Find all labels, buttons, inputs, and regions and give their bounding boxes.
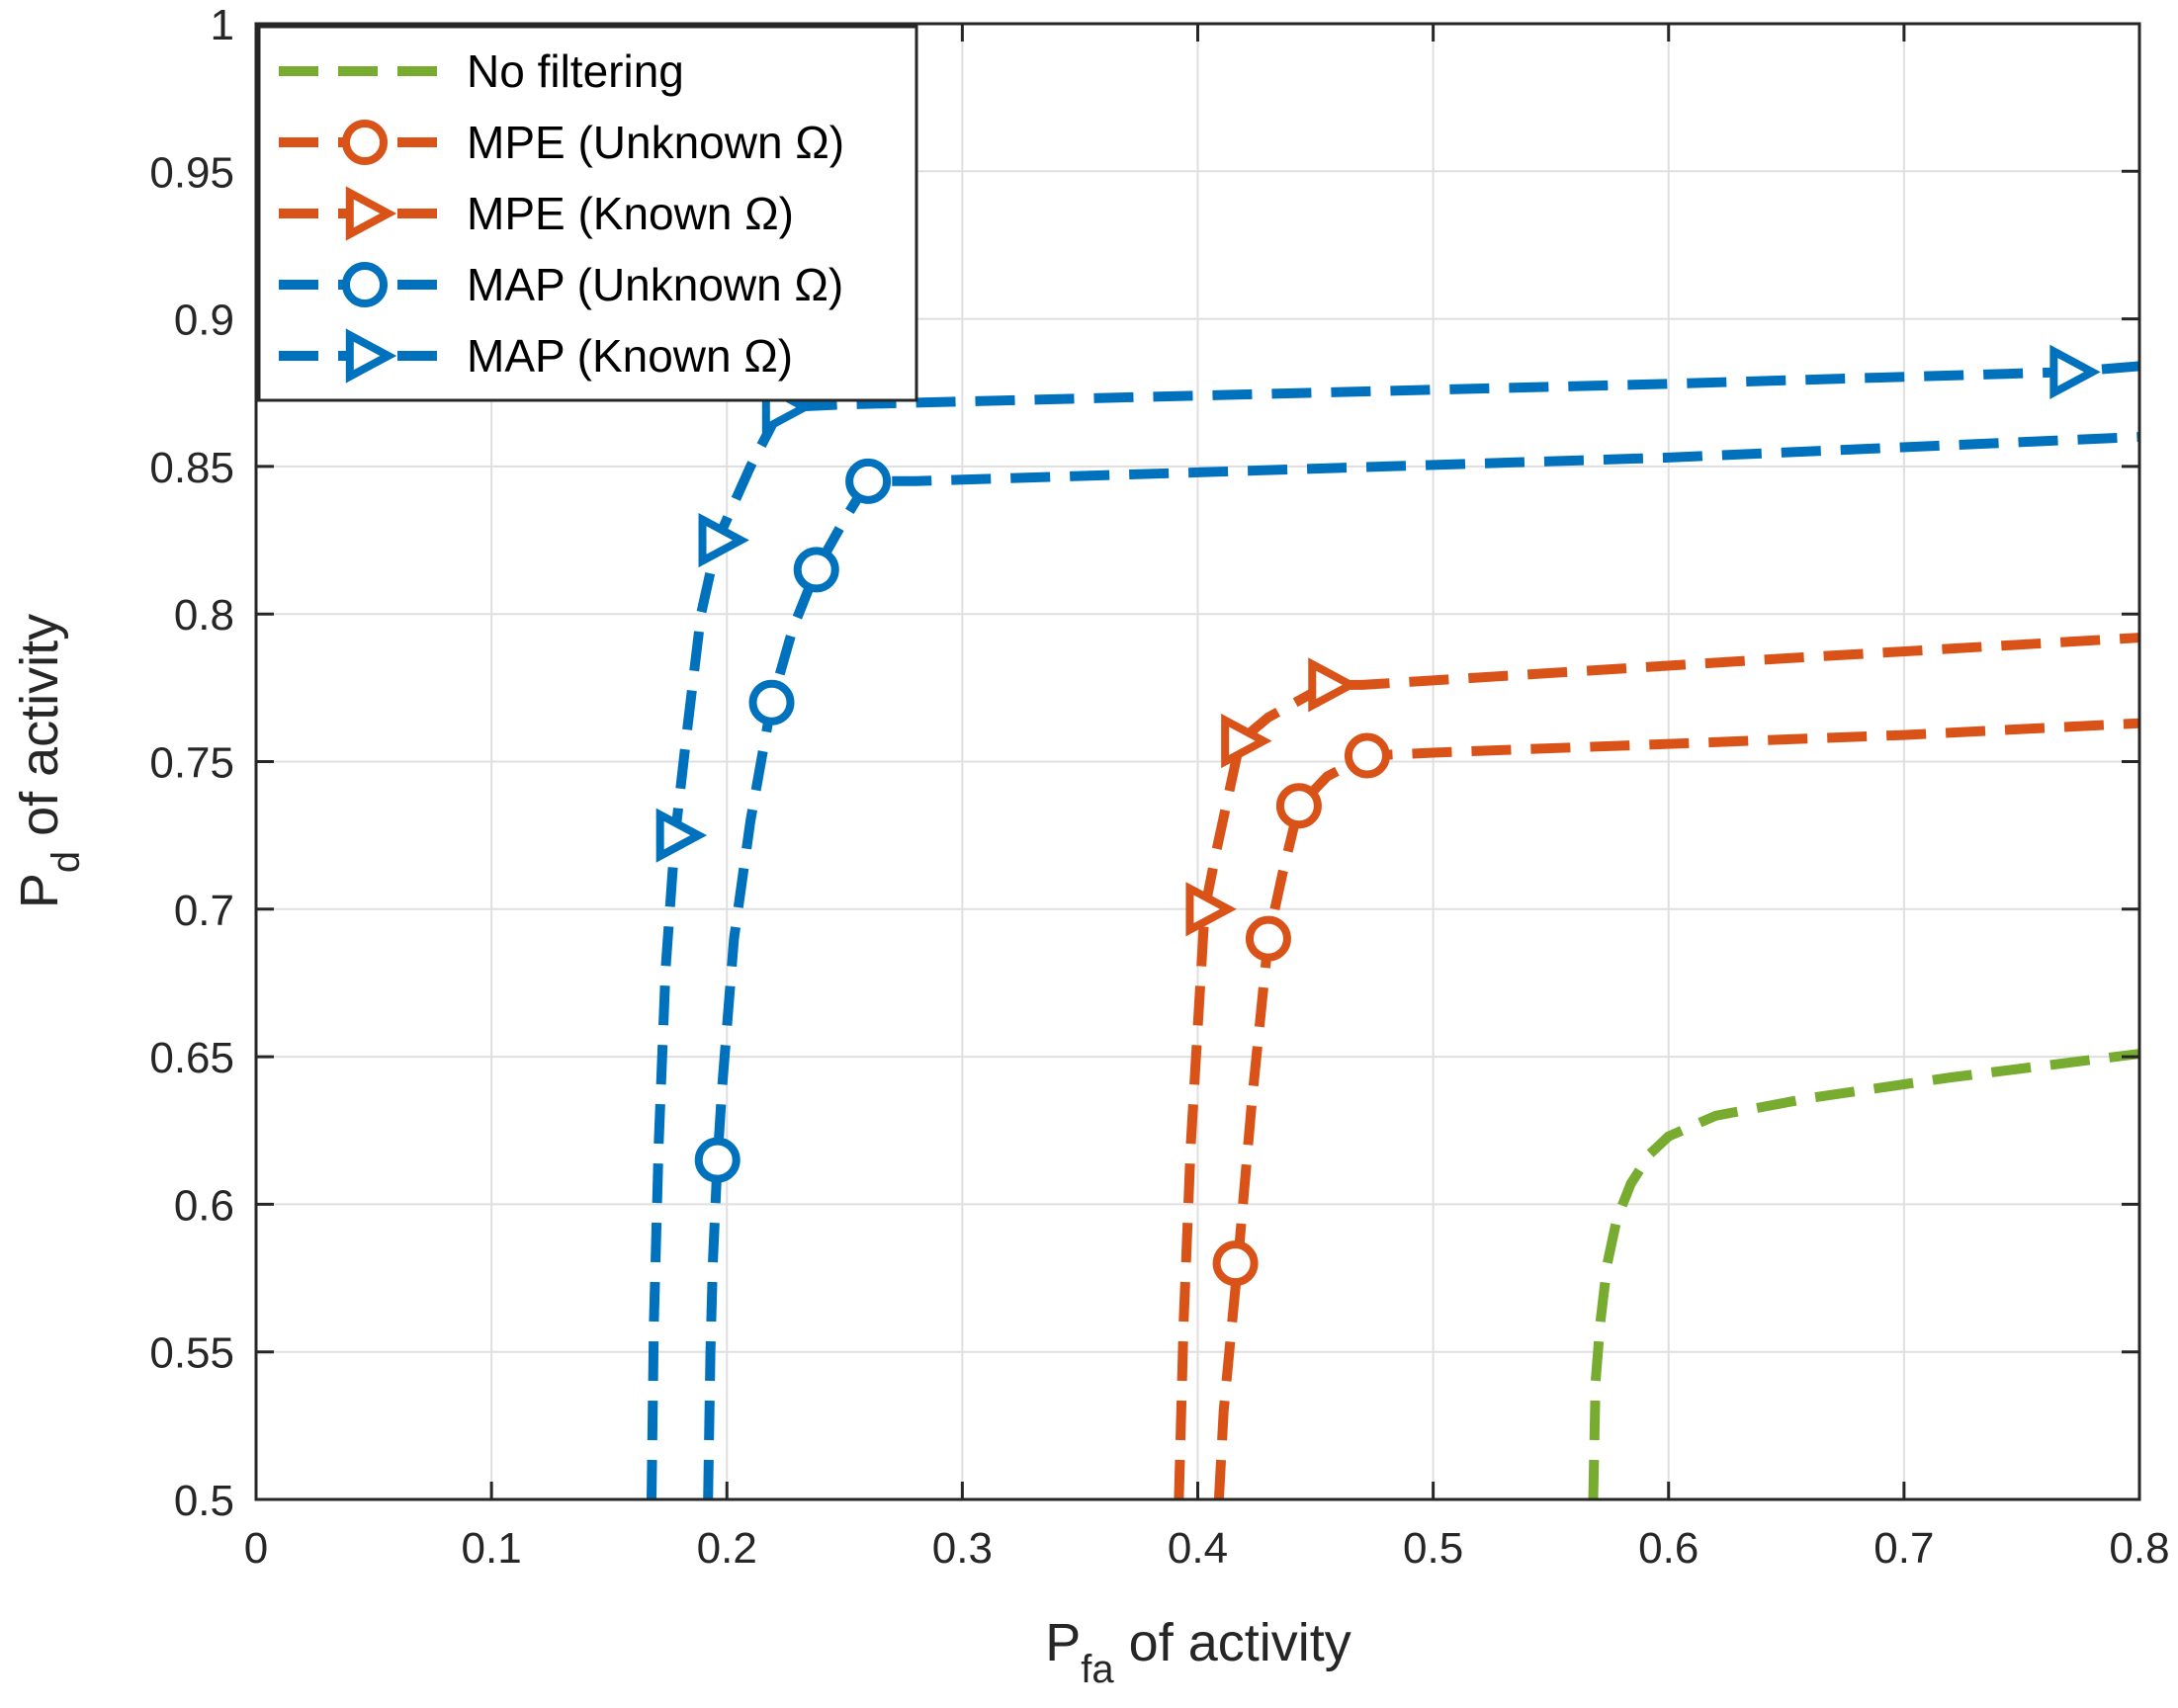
series-line-0 <box>1588 1049 2139 1499</box>
legend-label-2: MPE (Known Ω) <box>467 188 794 239</box>
series-marker-4 <box>2049 344 2101 399</box>
legend-marker-1 <box>342 120 388 165</box>
x-tick-label: 0.5 <box>1403 1524 1463 1573</box>
y-tick-label: 0.75 <box>149 739 234 788</box>
y-axis-title: Pd of activity <box>10 614 88 908</box>
series-marker-4 <box>655 808 708 863</box>
series-line-1 <box>1213 718 2139 1499</box>
tick-labels: 0 0.1 0.2 0.3 0.4 0.5 0.6 0.7 0.8 0.5 0.55 0.6 0.65 0… <box>149 1 2169 1573</box>
series-line-2 <box>1174 633 2139 1499</box>
y-tick-label: 0.5 <box>174 1477 234 1525</box>
series-marker-1 <box>1245 915 1291 962</box>
legend-label-3: MAP (Unknown Ω) <box>467 259 843 310</box>
series-group <box>647 344 2139 1499</box>
y-tick-label: 0.55 <box>149 1329 234 1378</box>
legend-label-4: MAP (Known Ω) <box>467 330 793 382</box>
series-marker-1 <box>1212 1240 1259 1287</box>
y-tick-label: 0.8 <box>174 591 234 640</box>
series-marker-1 <box>1344 732 1390 779</box>
axes-box <box>254 22 2141 1501</box>
legend: No filtering MPE (Unknown Ω) MPE (Known Ω)… <box>257 25 918 402</box>
y-tick-label: 1 <box>211 1 234 49</box>
series-marker-3 <box>694 1137 741 1183</box>
legend-label-0: No filtering <box>467 45 684 97</box>
x-tick-label: 0 <box>244 1524 268 1573</box>
y-tick-label: 0.7 <box>174 887 234 935</box>
series-marker-2 <box>1221 714 1272 769</box>
y-tick-label: 0.6 <box>174 1181 234 1230</box>
x-axis-title: Pfa of activity <box>1045 1613 1350 1691</box>
series-marker-3 <box>748 679 795 726</box>
legend-marker-2 <box>345 186 397 241</box>
legend-label-1: MPE (Unknown Ω) <box>467 117 844 168</box>
y-tick-label: 0.85 <box>149 444 234 492</box>
x-tick-label: 0.3 <box>932 1524 993 1573</box>
series-marker-3 <box>845 458 892 504</box>
series-marker-2 <box>1308 657 1359 713</box>
x-tick-label: 0.1 <box>462 1524 522 1573</box>
legend-marker-3 <box>342 262 388 307</box>
x-tick-label: 0.4 <box>1168 1524 1228 1573</box>
x-tick-label: 0.6 <box>1638 1524 1699 1573</box>
x-tick-label: 0.7 <box>1873 1524 1934 1573</box>
x-tick-label: 0.8 <box>2109 1524 2169 1573</box>
axes <box>254 22 2141 1501</box>
y-tick-label: 0.9 <box>174 297 234 345</box>
series-marker-4 <box>698 512 749 568</box>
legend-marker-4 <box>345 328 397 384</box>
series-marker-3 <box>793 547 839 593</box>
series-marker-2 <box>1185 882 1237 937</box>
y-tick-label: 0.95 <box>149 148 234 197</box>
y-tick-label: 0.65 <box>149 1034 234 1082</box>
series-marker-1 <box>1275 783 1322 829</box>
series-line-3 <box>703 432 2139 1499</box>
x-tick-label: 0.2 <box>697 1524 757 1573</box>
